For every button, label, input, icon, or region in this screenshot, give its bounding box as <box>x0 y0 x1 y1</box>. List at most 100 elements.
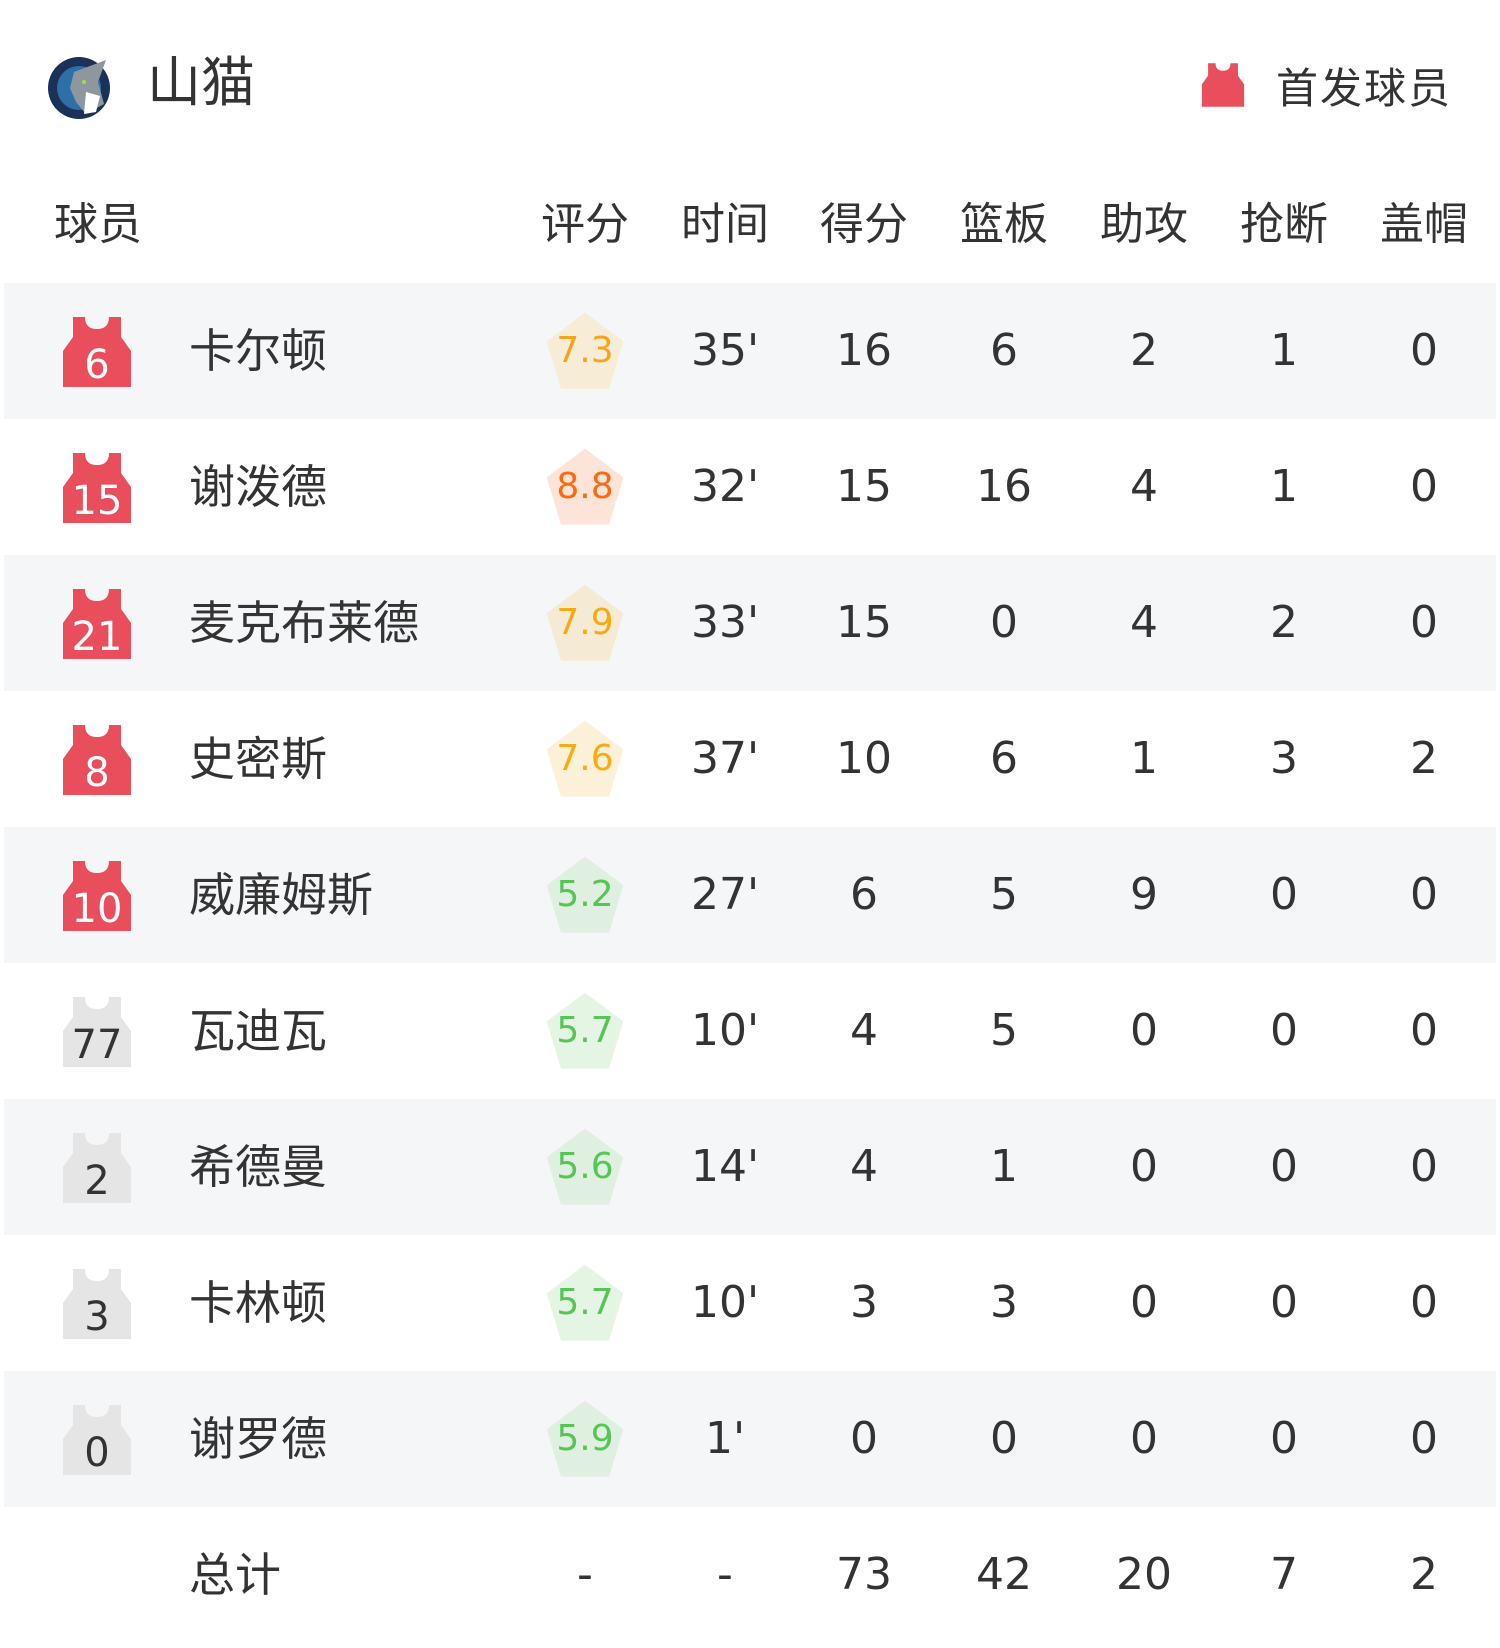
rating-badge: 5.7 <box>545 991 625 1071</box>
totals-points: 73 <box>836 1549 892 1600</box>
stat-points: 10 <box>836 733 892 784</box>
jersey-icon: 3 <box>61 1267 133 1341</box>
rating-badge: 5.9 <box>545 1399 625 1479</box>
stat-assists: 0 <box>1130 1277 1158 1328</box>
jersey-icon: 77 <box>61 995 133 1069</box>
rating-badge: 5.2 <box>545 855 625 935</box>
totals-rating: - <box>577 1549 593 1600</box>
header-rebounds: 篮板 <box>960 199 1048 250</box>
player-row[interactable]: 77 瓦迪瓦 5.7 10' 4 5 0 0 0 <box>4 963 1496 1099</box>
player-name[interactable]: 希德曼 <box>189 1140 327 1194</box>
rating-badge: 7.9 <box>545 583 625 663</box>
rating-value: 5.9 <box>556 1418 614 1459</box>
starter-legend: 首发球员 <box>1200 55 1452 115</box>
stat-steals: 0 <box>1270 1277 1298 1328</box>
totals-time: - <box>717 1549 733 1600</box>
rating-value: 7.3 <box>556 330 614 371</box>
totals-row: 总计 - - 73 42 20 7 2 <box>4 1507 1496 1643</box>
header-blocks: 盖帽 <box>1380 199 1468 250</box>
jersey-number: 10 <box>71 886 123 932</box>
player-row[interactable]: 3 卡林顿 5.7 10' 3 3 0 0 0 <box>4 1235 1496 1371</box>
player-name[interactable]: 卡尔顿 <box>189 324 327 378</box>
stat-time: 27' <box>690 869 760 920</box>
stat-time: 1' <box>704 1413 746 1464</box>
stat-points: 6 <box>850 869 878 920</box>
stat-assists: 4 <box>1130 461 1158 512</box>
rating-value: 5.7 <box>556 1282 614 1323</box>
stat-time: 14' <box>690 1141 760 1192</box>
header-steals: 抢断 <box>1240 199 1328 250</box>
player-row[interactable]: 2 希德曼 5.6 14' 4 1 0 0 0 <box>4 1099 1496 1235</box>
rating-badge: 7.6 <box>545 719 625 799</box>
stat-assists: 0 <box>1130 1005 1158 1056</box>
stat-steals: 0 <box>1270 1005 1298 1056</box>
player-row[interactable]: 6 卡尔顿 7.3 35' 16 6 2 1 0 <box>4 283 1496 419</box>
totals-steals: 7 <box>1270 1549 1298 1600</box>
stat-time: 10' <box>690 1005 760 1056</box>
team-logo <box>48 57 110 119</box>
stat-blocks: 0 <box>1410 1141 1438 1192</box>
rating-badge: 5.6 <box>545 1127 625 1207</box>
player-name[interactable]: 威廉姆斯 <box>189 868 373 922</box>
header-player: 球员 <box>54 199 142 250</box>
rating-value: 7.9 <box>556 602 614 643</box>
stat-assists: 4 <box>1130 597 1158 648</box>
player-name[interactable]: 瓦迪瓦 <box>189 1004 327 1058</box>
player-row[interactable]: 8 史密斯 7.6 37' 10 6 1 3 2 <box>4 691 1496 827</box>
jersey-icon: 10 <box>61 859 133 933</box>
stat-steals: 0 <box>1270 1413 1298 1464</box>
player-row[interactable]: 10 威廉姆斯 5.2 27' 6 5 9 0 0 <box>4 827 1496 963</box>
stat-assists: 0 <box>1130 1413 1158 1464</box>
stat-blocks: 0 <box>1410 325 1438 376</box>
jersey-icon: 21 <box>61 587 133 661</box>
player-name[interactable]: 卡林顿 <box>189 1276 327 1330</box>
rating-value: 5.2 <box>556 874 614 915</box>
jersey-number: 21 <box>71 614 123 660</box>
stat-assists: 9 <box>1130 869 1158 920</box>
stat-time: 37' <box>690 733 760 784</box>
rating-badge: 7.3 <box>545 311 625 391</box>
jersey-icon: 6 <box>61 315 133 389</box>
rating-value: 5.6 <box>556 1146 614 1187</box>
stat-points: 3 <box>850 1277 878 1328</box>
stat-rebounds: 6 <box>990 325 1018 376</box>
jersey-icon: 0 <box>61 1403 133 1477</box>
stat-points: 0 <box>850 1413 878 1464</box>
jersey-icon: 2 <box>61 1131 133 1205</box>
team-header: 山猫 首发球员 <box>0 0 1500 170</box>
stat-blocks: 0 <box>1410 461 1438 512</box>
stat-rebounds: 3 <box>990 1277 1018 1328</box>
stat-rebounds: 5 <box>990 869 1018 920</box>
stat-blocks: 0 <box>1410 1413 1438 1464</box>
jersey-number: 6 <box>84 342 110 388</box>
stat-steals: 1 <box>1270 461 1298 512</box>
header-rating: 评分 <box>541 199 629 250</box>
stat-assists: 0 <box>1130 1141 1158 1192</box>
stat-blocks: 0 <box>1410 1277 1438 1328</box>
stat-rebounds: 6 <box>990 733 1018 784</box>
legend-label: 首发球员 <box>1275 63 1452 113</box>
rating-value: 7.6 <box>556 738 614 779</box>
header-points: 得分 <box>820 199 908 250</box>
column-headers: 球员 评分 时间 得分 篮板 助攻 抢断 盖帽 <box>0 190 1500 260</box>
jersey-icon: 8 <box>61 723 133 797</box>
stat-points: 4 <box>850 1141 878 1192</box>
player-name[interactable]: 谢泼德 <box>189 460 327 514</box>
player-row[interactable]: 21 麦克布莱德 7.9 33' 15 0 4 2 0 <box>4 555 1496 691</box>
stat-assists: 1 <box>1130 733 1158 784</box>
player-name[interactable]: 麦克布莱德 <box>189 596 419 650</box>
totals-label: 总计 <box>189 1548 281 1602</box>
stat-time: 35' <box>690 325 760 376</box>
player-name[interactable]: 史密斯 <box>189 732 327 786</box>
stat-blocks: 0 <box>1410 869 1438 920</box>
player-name[interactable]: 谢罗德 <box>189 1412 327 1466</box>
stat-assists: 2 <box>1130 325 1158 376</box>
stat-points: 15 <box>836 597 892 648</box>
jersey-icon: 15 <box>61 451 133 525</box>
jersey-number: 77 <box>71 1022 123 1068</box>
jersey-number: 15 <box>71 478 123 524</box>
stat-blocks: 0 <box>1410 597 1438 648</box>
player-row[interactable]: 15 谢泼德 8.8 32' 15 16 4 1 0 <box>4 419 1496 555</box>
stat-blocks: 0 <box>1410 1005 1438 1056</box>
player-row[interactable]: 0 谢罗德 5.9 1' 0 0 0 0 0 <box>4 1371 1496 1507</box>
